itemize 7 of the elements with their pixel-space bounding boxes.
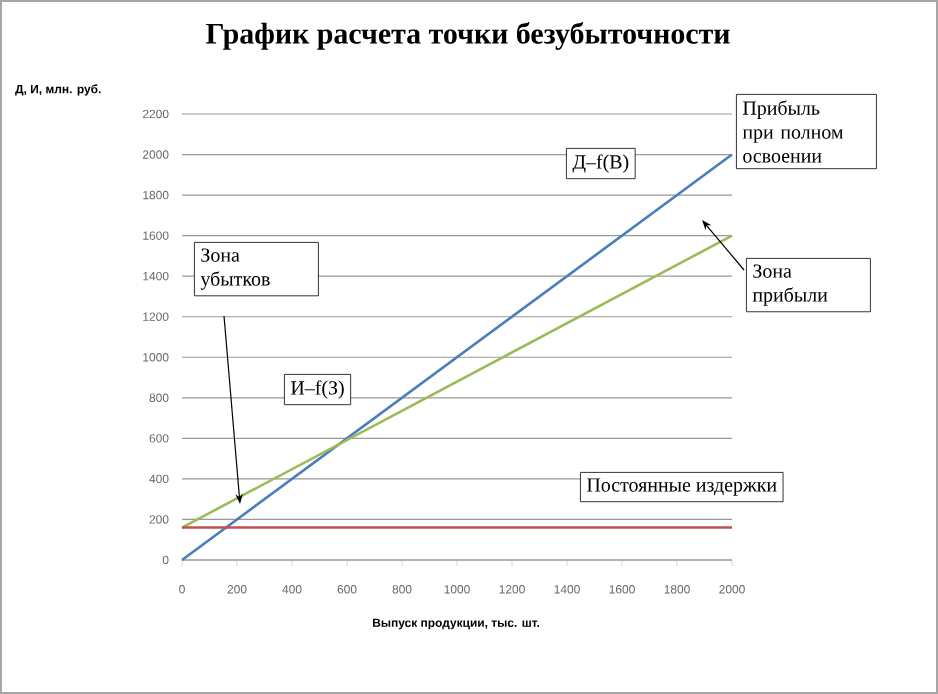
series-label: Постоянные издержки	[586, 478, 777, 496]
text: Зона прибыли	[752, 264, 828, 306]
series-label: И–f(З)	[290, 380, 344, 399]
annotation: Зона убытков	[200, 248, 270, 290]
chart-title: График расчета точки безубыточности	[206, 22, 730, 50]
text: Д–f(В)	[572, 154, 629, 173]
text: Прибыль при полном освоении	[742, 100, 844, 163]
